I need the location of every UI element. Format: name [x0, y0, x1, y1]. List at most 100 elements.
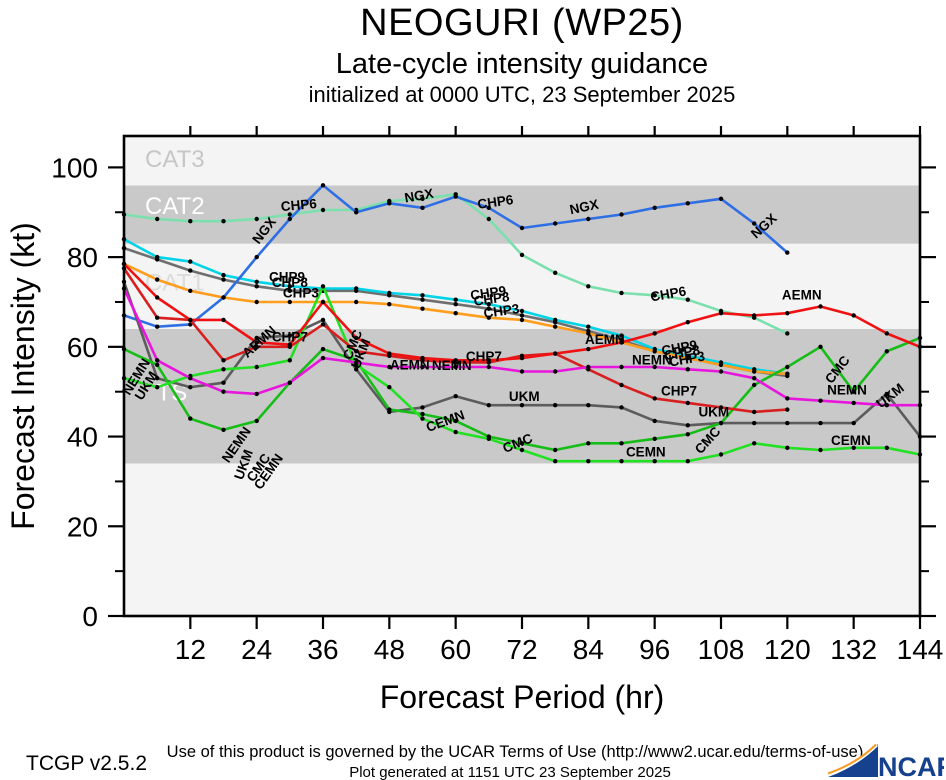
x-tick-label: 108	[698, 634, 745, 665]
series-point-NGX	[188, 322, 193, 327]
series-point-CMC	[188, 416, 193, 421]
band-label-CAT2: CAT2	[145, 193, 205, 220]
series-point-NEMN	[420, 364, 425, 370]
series-point-NGX	[586, 216, 591, 222]
series-point-CEMN	[320, 284, 326, 289]
series-point-CHP8	[519, 313, 525, 318]
series-point-CHP8	[486, 306, 491, 311]
series-point-CHP7	[320, 322, 326, 327]
series-point-NGX	[453, 194, 458, 199]
series-point-AEMN	[553, 351, 558, 356]
series-point-UKM	[752, 420, 757, 426]
x-tick-label: 60	[440, 634, 471, 665]
series-point-CEMN	[818, 447, 823, 453]
series-point-CHP6	[553, 270, 558, 275]
series-point-CMC	[453, 418, 458, 424]
line-label-CHP3: CHP3	[483, 301, 521, 321]
series-point-UKM	[155, 376, 160, 381]
line-label-UKM: UKM	[698, 404, 729, 419]
series-point-CHP7	[354, 349, 359, 354]
series-point-AEMN	[884, 331, 889, 336]
series-point-CHP9	[254, 279, 259, 284]
line-label-CEMN: CEMN	[626, 444, 666, 459]
line-label-CHP9: CHP9	[269, 269, 305, 284]
series-point-NEMN	[752, 376, 757, 381]
series-point-UKM	[519, 403, 525, 408]
series-point-CHP9	[287, 284, 292, 289]
ncar-logo: NCAR	[827, 743, 944, 780]
series-point-UKM	[420, 405, 425, 410]
series-point-NEMN	[320, 355, 326, 361]
series-point-CHP3	[685, 355, 690, 361]
series-point-CMC	[420, 411, 425, 417]
line-label-CHP6: CHP6	[280, 196, 318, 214]
series-point-UKM	[254, 335, 259, 341]
series-point-CMC	[586, 441, 591, 446]
series-point-CEMN	[619, 459, 624, 464]
y-tick-label: 80	[67, 242, 98, 273]
series-point-CHP3	[553, 324, 558, 329]
init-time-line: initialized at 0000 UTC, 23 September 20…	[308, 82, 736, 107]
series-point-AEMN	[818, 304, 823, 309]
series-point-NGX	[354, 210, 359, 215]
series-point-NGX	[221, 295, 226, 300]
x-tick-label: 132	[830, 634, 877, 665]
series-point-CHP8	[188, 268, 193, 273]
series-point-UKM	[188, 385, 193, 390]
series-point-AEMN	[652, 331, 657, 336]
series-point-CEMN	[785, 445, 790, 450]
series-point-CMC	[718, 420, 724, 426]
series-point-CMC	[387, 407, 392, 412]
series-point-CHP3	[652, 349, 657, 354]
series-point-CHP6	[287, 212, 292, 217]
series-point-CEMN	[685, 459, 690, 464]
series-point-NGX	[486, 205, 491, 210]
series-point-CMC	[155, 362, 160, 367]
series-point-CEMN	[752, 441, 757, 446]
series-point-CHP6	[685, 297, 690, 302]
y-tick-label: 60	[67, 332, 98, 363]
series-point-CHP3	[420, 306, 425, 311]
x-tick-label: 120	[764, 634, 811, 665]
series-point-UKM	[553, 403, 558, 408]
series-point-CHP3	[188, 288, 193, 293]
ucar-terms-text: Use of this product is governed by the U…	[166, 743, 864, 761]
band-CAT3	[124, 136, 920, 186]
series-point-CHP9	[553, 317, 558, 323]
line-label-AEMN: AEMN	[585, 332, 625, 347]
line-label-AEMN: AEMN	[390, 357, 430, 372]
series-point-CHP7	[221, 358, 226, 363]
series-point-NGX	[652, 205, 657, 210]
series-point-CHP7	[619, 382, 624, 388]
line-label-CHP8: CHP8	[473, 289, 511, 309]
series-point-CMC	[619, 441, 624, 446]
series-point-CEMN	[553, 459, 558, 464]
series-point-AEMN	[718, 311, 724, 316]
series-point-CHP6	[652, 293, 657, 298]
series-point-NGX	[320, 183, 326, 188]
line-label-CHP6: CHP6	[477, 192, 515, 212]
series-point-AEMN	[188, 317, 193, 323]
series-point-CHP9	[619, 333, 624, 338]
series-point-CHP7	[718, 405, 724, 410]
line-label-CHP7: CHP7	[661, 383, 697, 398]
series-point-NEMN	[486, 364, 491, 370]
band-TS	[124, 328, 920, 464]
series-point-CHP3	[287, 299, 292, 305]
series-point-CHP9	[221, 272, 226, 278]
line-label-CHP7: CHP7	[466, 349, 502, 364]
line-label-CHP8: CHP8	[272, 275, 309, 290]
series-point-CHP3	[387, 302, 392, 307]
series-point-CHP9	[486, 302, 491, 307]
x-tick-label: 144	[897, 634, 944, 665]
series-point-CHP8	[453, 302, 458, 307]
series-point-NEMN	[652, 364, 657, 370]
series-point-AEMN	[851, 313, 856, 318]
line-label-UKM: UKM	[509, 389, 540, 404]
series-point-CHP7	[752, 409, 757, 415]
x-tick-label: 12	[175, 634, 206, 665]
line-label-NEMN: NEMN	[432, 358, 472, 373]
series-point-CHP3	[519, 317, 525, 323]
